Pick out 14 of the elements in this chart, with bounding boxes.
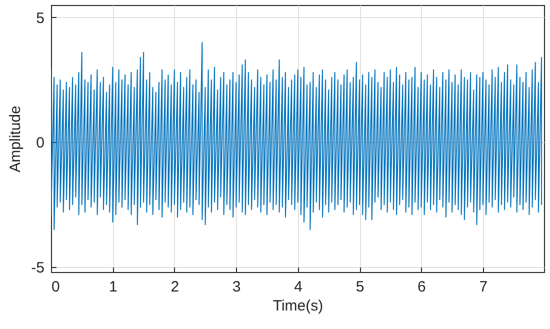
y-tick-label: 5 xyxy=(36,10,44,27)
y-axis-title: Amplitude xyxy=(7,106,24,172)
x-tick-label: 2 xyxy=(170,278,180,296)
x-axis-title: Time(s) xyxy=(272,298,324,314)
x-tick-label: 0 xyxy=(52,278,60,296)
x-tick-label: 3 xyxy=(232,278,241,296)
x-tick-label: 5 xyxy=(356,278,364,296)
y-tick-label: -5 xyxy=(31,260,44,277)
y-tick-label: 0 xyxy=(36,134,44,152)
x-tick-label: 1 xyxy=(109,278,118,296)
x-tick-label: 4 xyxy=(294,278,302,296)
x-tick-label: 6 xyxy=(418,278,426,296)
x-tick-label: 7 xyxy=(479,278,488,296)
line-series xyxy=(51,42,542,230)
